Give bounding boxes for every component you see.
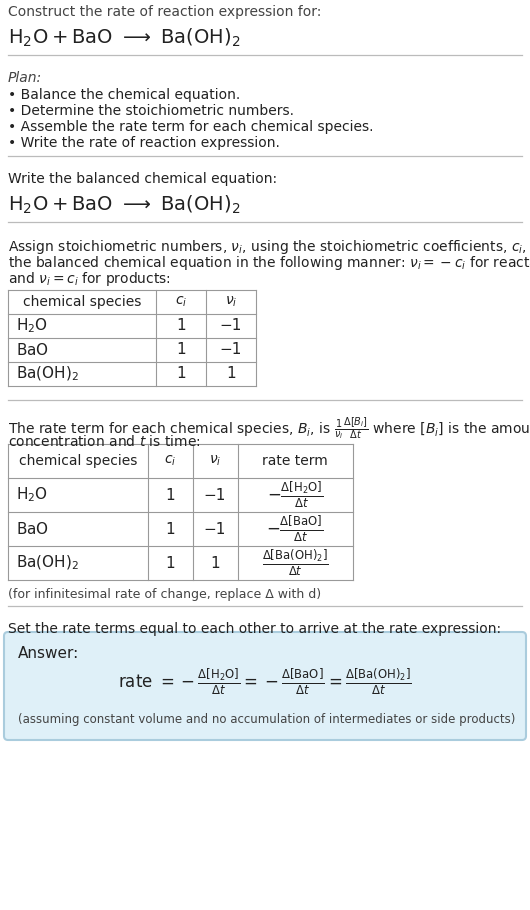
Text: $\mathrm{H_2O}$: $\mathrm{H_2O}$ xyxy=(16,486,48,504)
Text: • Determine the stoichiometric numbers.: • Determine the stoichiometric numbers. xyxy=(8,104,294,118)
Text: 1: 1 xyxy=(165,555,175,571)
Text: Plan:: Plan: xyxy=(8,71,42,85)
Text: 1: 1 xyxy=(176,318,186,333)
Text: concentration and $t$ is time:: concentration and $t$ is time: xyxy=(8,434,201,449)
Text: $\mathrm{Ba(OH)_2}$: $\mathrm{Ba(OH)_2}$ xyxy=(16,554,79,572)
Text: $\nu_i$: $\nu_i$ xyxy=(209,454,221,469)
Text: chemical species: chemical species xyxy=(19,454,137,468)
Text: Write the balanced chemical equation:: Write the balanced chemical equation: xyxy=(8,172,277,186)
Text: 1: 1 xyxy=(210,555,220,571)
Text: −1: −1 xyxy=(220,318,242,333)
Text: the balanced chemical equation in the following manner: $\nu_i = -c_i$ for react: the balanced chemical equation in the fo… xyxy=(8,254,530,272)
Text: Set the rate terms equal to each other to arrive at the rate expression:: Set the rate terms equal to each other t… xyxy=(8,622,501,636)
Text: $\mathrm{H_2O + BaO\ {\longrightarrow}\ Ba(OH)_2}$: $\mathrm{H_2O + BaO\ {\longrightarrow}\ … xyxy=(8,194,240,217)
Text: $\frac{\Delta[\mathrm{Ba(OH)_2}]}{\Delta t}$: $\frac{\Delta[\mathrm{Ba(OH)_2}]}{\Delta… xyxy=(262,548,329,578)
Text: −1: −1 xyxy=(204,488,226,502)
Text: • Assemble the rate term for each chemical species.: • Assemble the rate term for each chemic… xyxy=(8,120,374,134)
Text: $\mathrm{Ba(OH)_2}$: $\mathrm{Ba(OH)_2}$ xyxy=(16,365,79,383)
Text: • Write the rate of reaction expression.: • Write the rate of reaction expression. xyxy=(8,136,280,150)
Text: chemical species: chemical species xyxy=(23,295,141,309)
Text: 1: 1 xyxy=(165,521,175,537)
Text: The rate term for each chemical species, $B_i$, is $\frac{1}{\nu_i}\frac{\Delta[: The rate term for each chemical species,… xyxy=(8,416,530,442)
Text: Assign stoichiometric numbers, $\nu_i$, using the stoichiometric coefficients, $: Assign stoichiometric numbers, $\nu_i$, … xyxy=(8,238,530,256)
Text: 1: 1 xyxy=(176,367,186,381)
Text: $c_i$: $c_i$ xyxy=(175,295,187,309)
Text: $c_i$: $c_i$ xyxy=(164,454,176,469)
Text: $\mathrm{BaO}$: $\mathrm{BaO}$ xyxy=(16,521,49,537)
FancyBboxPatch shape xyxy=(4,632,526,740)
Text: 1: 1 xyxy=(165,488,175,502)
Text: • Balance the chemical equation.: • Balance the chemical equation. xyxy=(8,88,240,102)
Text: −1: −1 xyxy=(220,342,242,358)
Text: rate term: rate term xyxy=(262,454,328,468)
Text: and $\nu_i = c_i$ for products:: and $\nu_i = c_i$ for products: xyxy=(8,270,171,288)
Text: $-\frac{\Delta[\mathrm{BaO}]}{\Delta t}$: $-\frac{\Delta[\mathrm{BaO}]}{\Delta t}$ xyxy=(267,514,324,544)
Text: $\mathrm{H_2O + BaO\ {\longrightarrow}\ Ba(OH)_2}$: $\mathrm{H_2O + BaO\ {\longrightarrow}\ … xyxy=(8,27,240,49)
Text: $\nu_i$: $\nu_i$ xyxy=(225,295,237,309)
Text: rate $= -\frac{\Delta[\mathrm{H_2O}]}{\Delta t}= -\frac{\Delta[\mathrm{BaO}]}{\D: rate $= -\frac{\Delta[\mathrm{H_2O}]}{\D… xyxy=(118,667,412,697)
Text: Construct the rate of reaction expression for:: Construct the rate of reaction expressio… xyxy=(8,5,321,19)
Text: −1: −1 xyxy=(204,521,226,537)
Text: (for infinitesimal rate of change, replace Δ with d): (for infinitesimal rate of change, repla… xyxy=(8,588,321,601)
Text: $-\frac{\Delta[\mathrm{H_2O}]}{\Delta t}$: $-\frac{\Delta[\mathrm{H_2O}]}{\Delta t}… xyxy=(267,480,323,511)
Text: 1: 1 xyxy=(226,367,236,381)
Text: Answer:: Answer: xyxy=(18,646,80,661)
Text: $\mathrm{BaO}$: $\mathrm{BaO}$ xyxy=(16,342,49,358)
Text: $\mathrm{H_2O}$: $\mathrm{H_2O}$ xyxy=(16,317,48,336)
Text: 1: 1 xyxy=(176,342,186,358)
Text: (assuming constant volume and no accumulation of intermediates or side products): (assuming constant volume and no accumul… xyxy=(18,713,515,726)
